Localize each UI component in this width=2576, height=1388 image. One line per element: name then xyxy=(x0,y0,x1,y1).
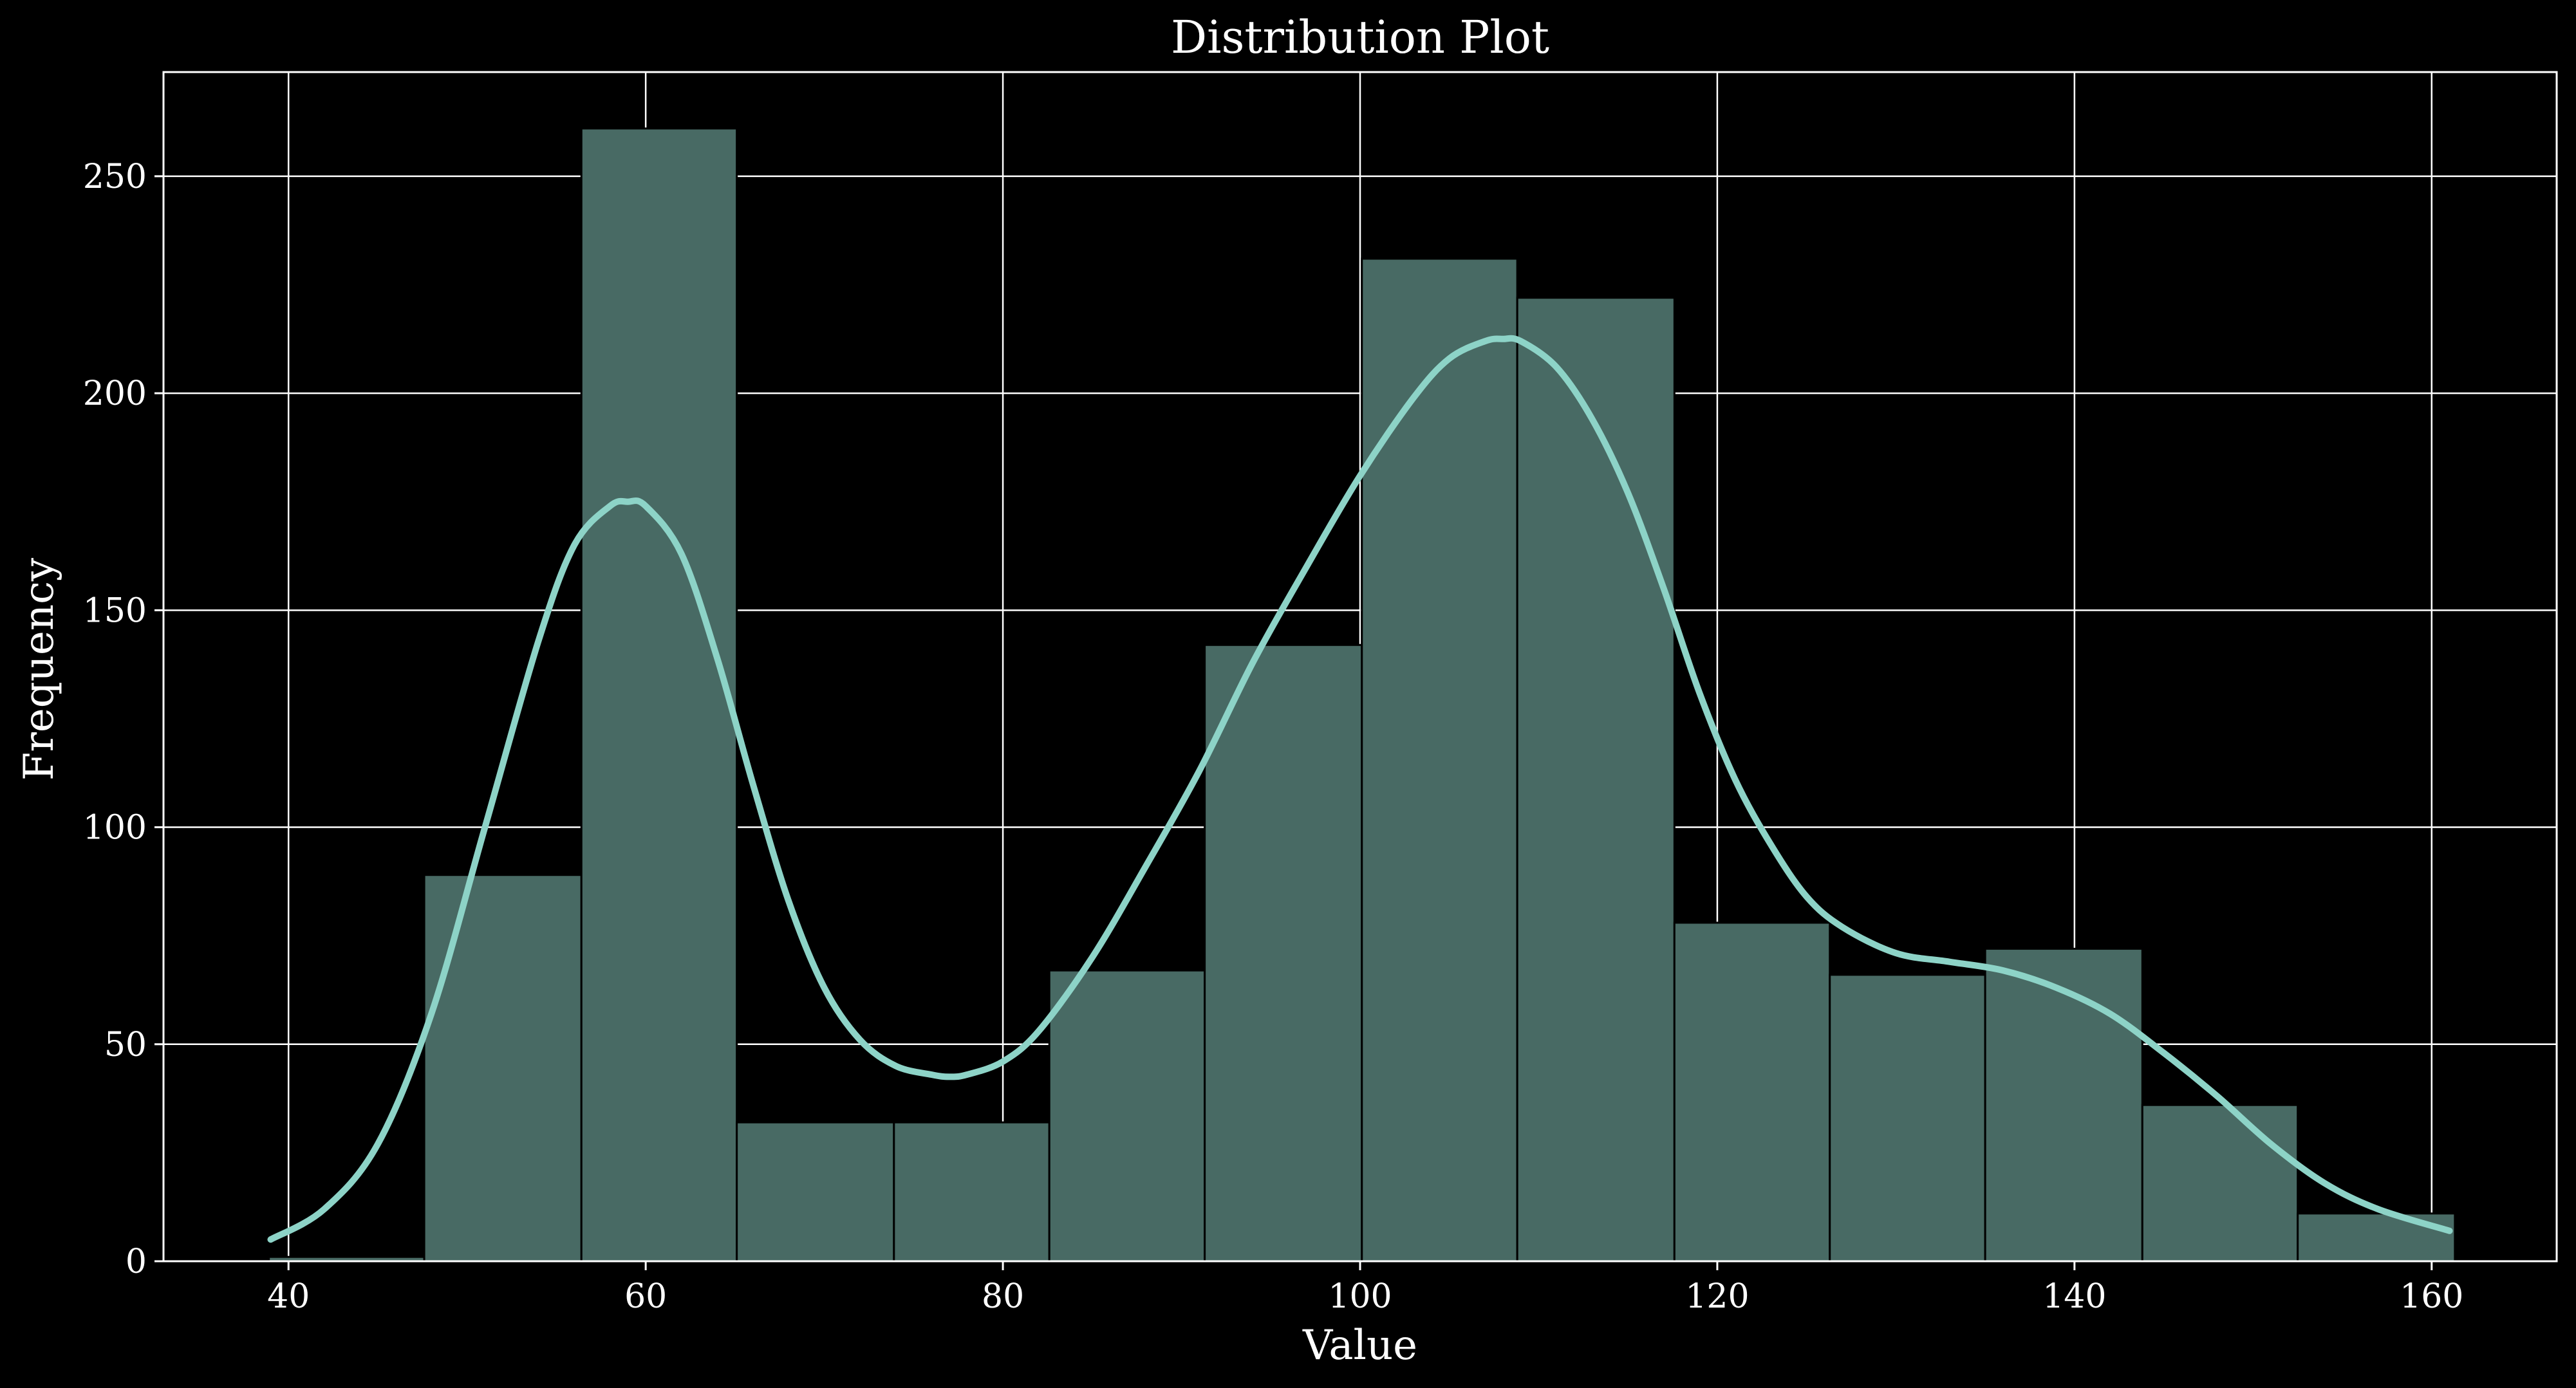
histogram-bar xyxy=(2297,1212,2456,1263)
histogram-bar xyxy=(1048,969,1206,1263)
kde-curve xyxy=(267,335,2453,1243)
histogram-bar xyxy=(1361,257,1518,1263)
histogram-bars xyxy=(268,127,2456,1263)
kde-curve-group xyxy=(267,335,2453,1243)
histogram-bar xyxy=(1829,974,1986,1263)
y-tick-label: 250 xyxy=(83,158,147,196)
histogram-bar xyxy=(1984,947,2143,1263)
x-tick-label: 60 xyxy=(624,1277,667,1316)
x-axis-label: Value xyxy=(1302,1322,1417,1369)
histogram-bar xyxy=(736,1121,895,1263)
y-axis-label: Frequency xyxy=(15,558,63,781)
histogram-bar xyxy=(1204,643,1363,1263)
x-tick-label: 160 xyxy=(2400,1277,2463,1316)
x-tick-label: 100 xyxy=(1328,1277,1392,1316)
y-tick-label: 200 xyxy=(83,375,147,413)
y-tick-label: 0 xyxy=(126,1243,147,1281)
axis-ticks: 40 60 80 100 120 140 160 0 50 100 150 200 250 xyxy=(83,158,2464,1316)
x-tick-label: 120 xyxy=(1685,1277,1749,1316)
x-tick-label: 140 xyxy=(2042,1277,2106,1316)
histogram-bar xyxy=(580,127,738,1263)
histogram-bar xyxy=(2141,1104,2299,1263)
histogram-bar xyxy=(1673,921,1831,1263)
histogram-bar xyxy=(893,1121,1050,1263)
y-tick-label: 150 xyxy=(83,591,147,630)
y-tick-label: 50 xyxy=(104,1026,147,1064)
x-tick-label: 80 xyxy=(982,1277,1024,1316)
y-tick-label: 100 xyxy=(83,809,147,847)
chart-title: Distribution Plot xyxy=(1171,11,1549,64)
histogram-bar xyxy=(1516,297,1675,1263)
x-tick-label: 40 xyxy=(267,1277,310,1316)
histogram-bar xyxy=(423,874,583,1263)
